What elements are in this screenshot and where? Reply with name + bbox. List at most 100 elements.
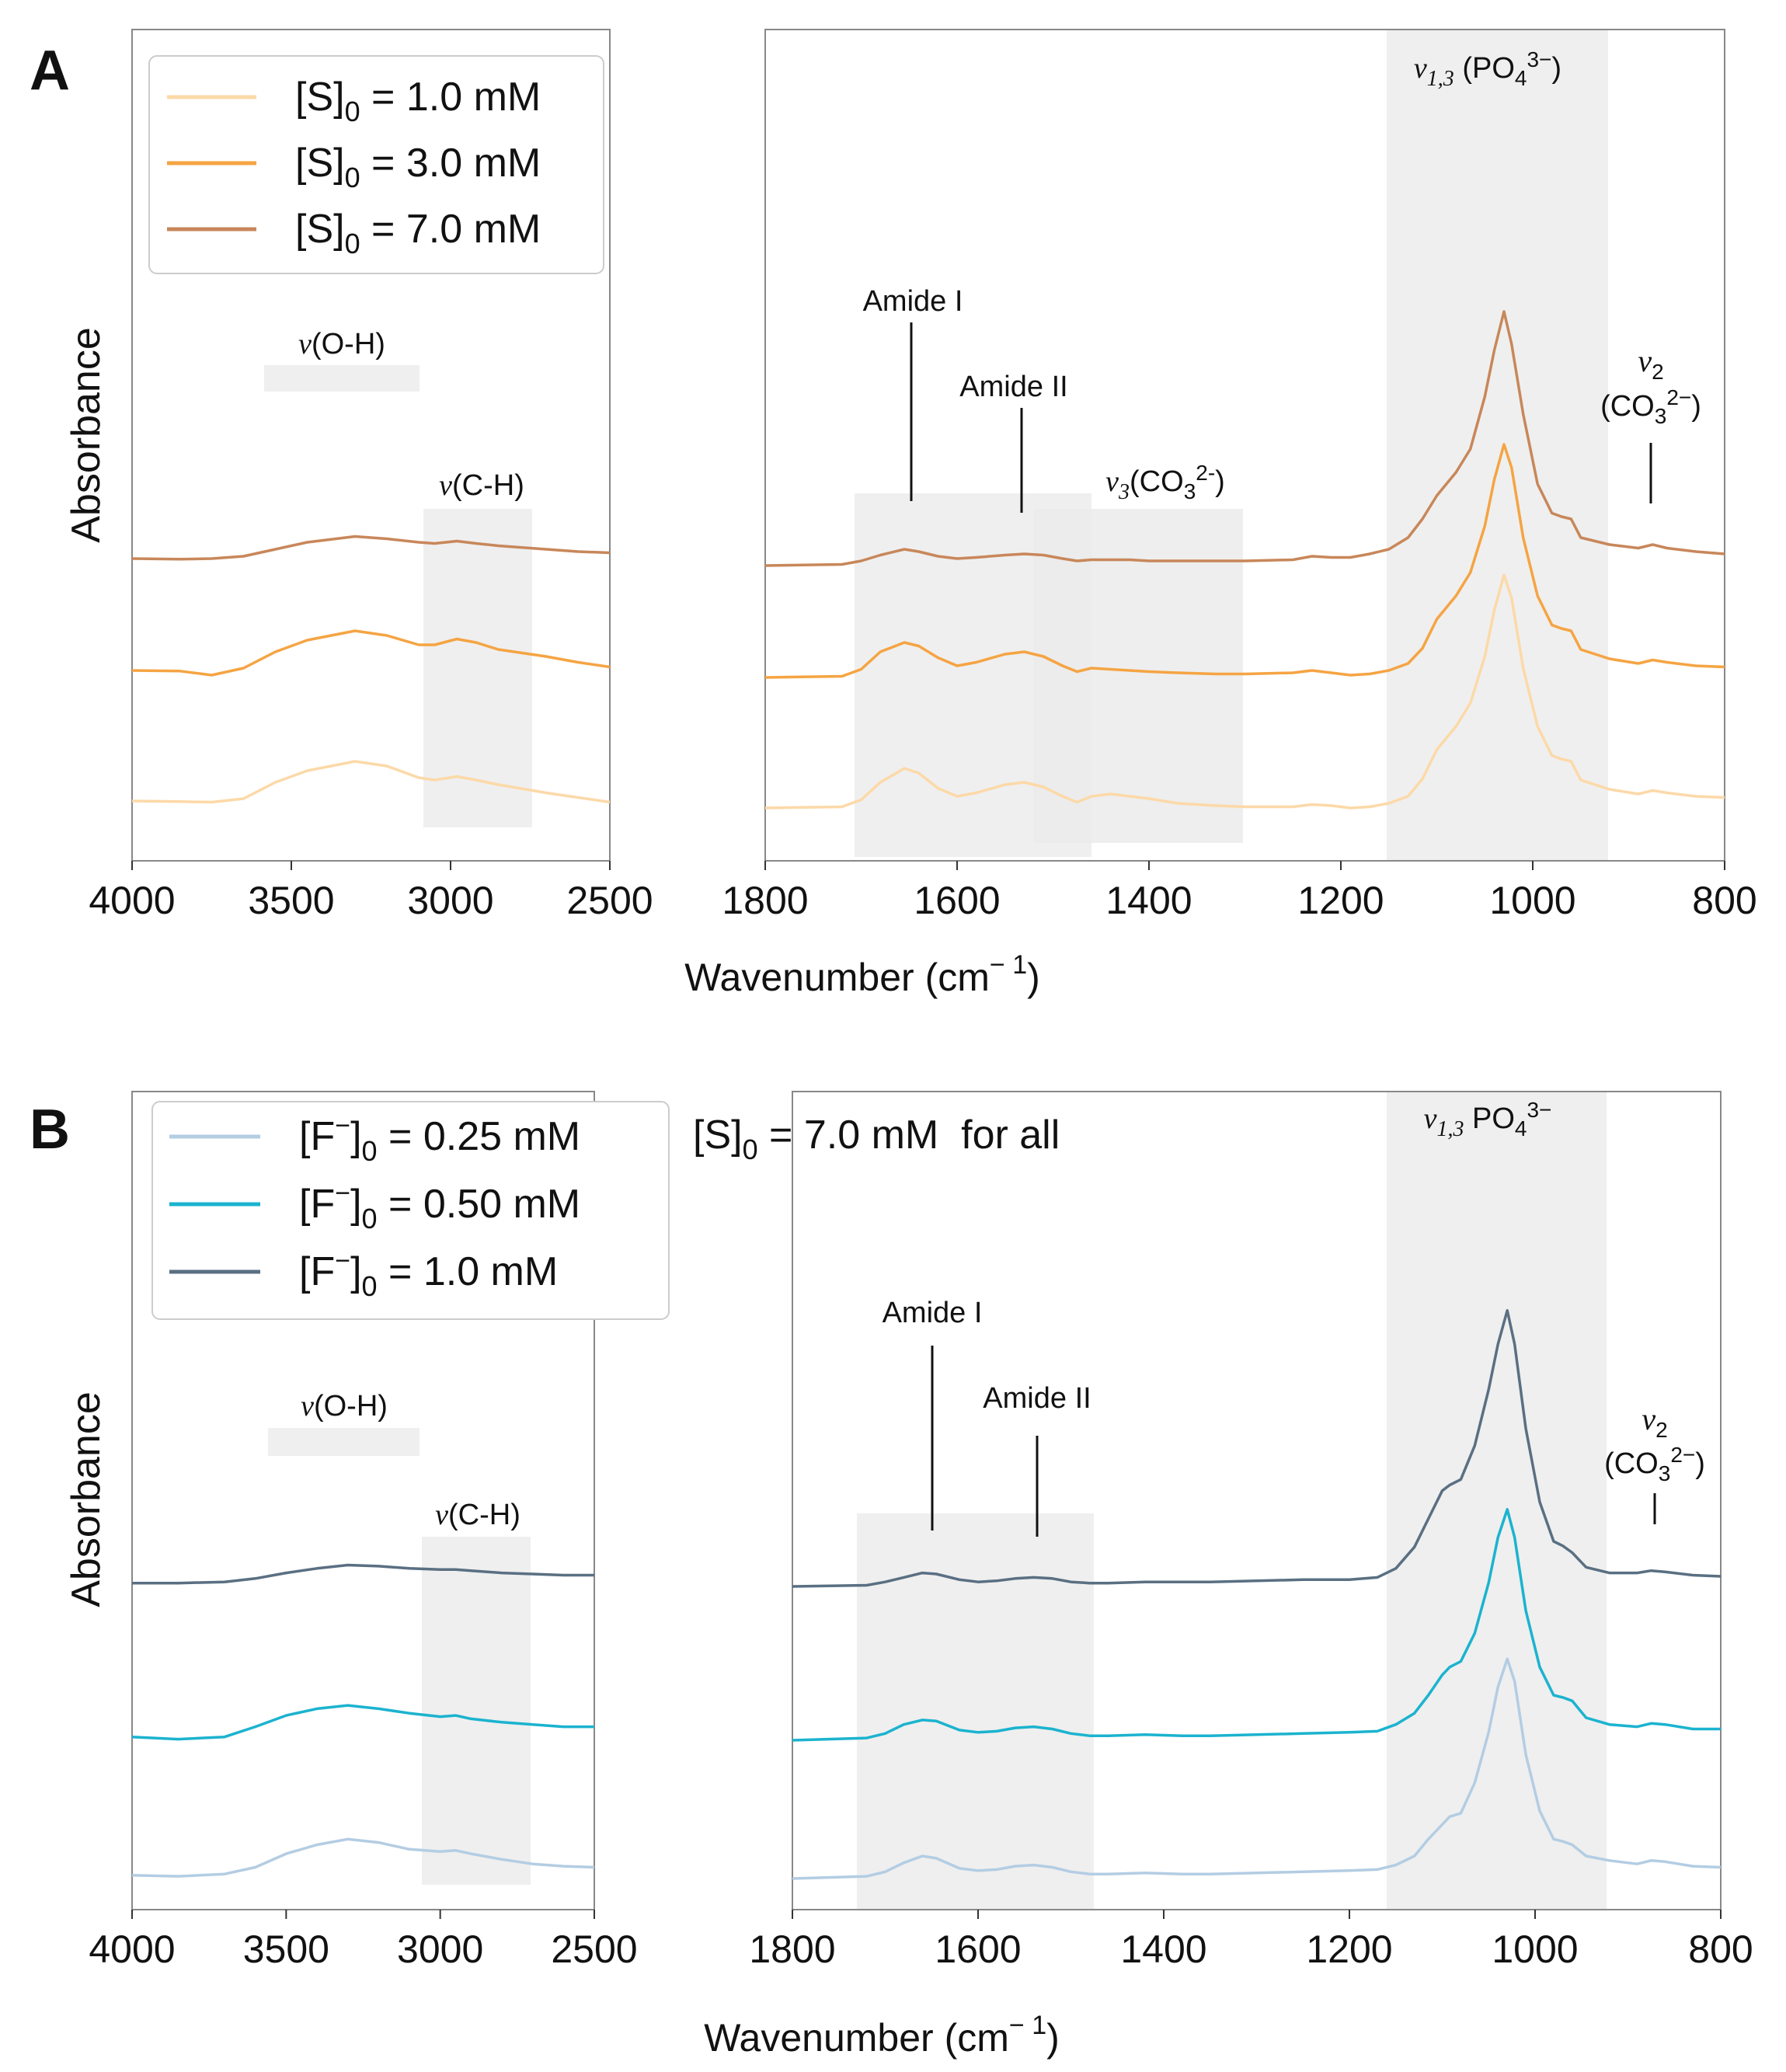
annotation-nu3-a-text: (CO — [1130, 465, 1184, 498]
annotation-nu13-a-po-sup: 3− — [1527, 47, 1551, 71]
axes-right-a — [764, 29, 1725, 862]
legend-b-entry-0: [F−]0 = 0.25 mM — [299, 1111, 580, 1167]
x-axis-label-b: Wavenumber (cm− 1) — [704, 2011, 1060, 2060]
x-axis-label-a-sup: − 1 — [990, 950, 1027, 980]
annotation-nu13-a-close: ) — [1551, 52, 1561, 85]
note-s0-b: [S]0 = 7.0 mM for all — [693, 1113, 1060, 1165]
legend-b-1-mid: ] — [350, 1182, 361, 1227]
series-line-b-1-left — [131, 1704, 594, 1741]
ticks-a: 4000 3500 3000 2500 1800 1600 1400 1200 1000 800 — [89, 861, 1757, 922]
legend-b-1-prefix: [F — [299, 1182, 335, 1227]
annotation-nu2-a-close: ) — [1691, 390, 1701, 423]
series-line-a-0-left — [131, 760, 611, 804]
series-line-b-1-right — [792, 1508, 1721, 1742]
annotation-ch-b: ν(C-H) — [435, 1499, 520, 1531]
x-tick-label-left-a-1: 3500 — [248, 879, 334, 922]
series-line-b-0-right — [792, 1657, 1722, 1880]
annotation-nu2-a-sub: 2 — [1652, 360, 1664, 384]
annotation-oh-b-text: (O-H) — [314, 1390, 388, 1423]
axes-left-a — [131, 29, 611, 862]
legend-b-0-prefix: [F — [299, 1114, 335, 1159]
series-b — [131, 1309, 1722, 1880]
annotation-amide1-a: Amide I — [863, 285, 963, 318]
series-line-b-2-right — [792, 1309, 1722, 1588]
axes-right-b — [792, 1091, 1722, 1910]
legend-a-0-sub: 0 — [345, 96, 360, 127]
x-tick-label-left-a-0: 4000 — [89, 879, 175, 922]
legend-b-2-sup: − — [335, 1246, 350, 1276]
x-tick-label-right-a-3: 1200 — [1297, 879, 1384, 922]
x-tick-label-left-b-3: 2500 — [551, 1927, 637, 1971]
y-axis-label-b: Absorbance — [64, 1391, 109, 1607]
legend-b-entry-2: [F−]0 = 1.0 mM — [299, 1246, 558, 1302]
ticks-b: 4000 3500 3000 2500 1800 1600 1400 1200 1000 800 — [89, 1910, 1753, 1971]
x-tick-label-right-a-1: 1600 — [914, 879, 1000, 922]
annotation-nu2-b-co: (CO32−) — [1604, 1443, 1705, 1485]
annotation-nu2-b-co-sub: 3 — [1659, 1461, 1671, 1485]
annotation-nu13-b-po: PO — [1464, 1102, 1514, 1135]
panel-b: 4000 3500 3000 2500 1800 1600 1400 1200 1000 800 … — [30, 1091, 1753, 2060]
x-tick-label-left-a-3: 2500 — [566, 879, 653, 922]
x-axis-label-a-close: ) — [1027, 956, 1040, 999]
annotation-oh-a: ν(O-H) — [298, 328, 385, 360]
x-tick-label-left-a-2: 3000 — [407, 879, 493, 922]
annotation-nu13-b-sub: 1,3 — [1436, 1117, 1464, 1141]
annotation-nu3-a: ν3(CO32-) — [1105, 461, 1225, 504]
ch-band-b — [422, 1537, 531, 1885]
y-axis-label-a: Absorbance — [64, 327, 109, 543]
annotation-nu2-b: ν2 — [1642, 1402, 1667, 1442]
annotation-nu13-a-po-sub: 4 — [1515, 66, 1527, 90]
legend-a-0-prefix: [S] — [295, 75, 345, 120]
x-tick-label-right-b-4: 1000 — [1492, 1927, 1578, 1971]
x-tick-label-right-b-0: 1800 — [749, 1927, 835, 1971]
x-tick-label-left-b-2: 3000 — [397, 1927, 483, 1971]
annotation-nu13-b: ν1,3 PO43− — [1424, 1098, 1552, 1141]
panel-label-b: B — [30, 1099, 70, 1161]
x-tick-label-right-a-4: 1000 — [1489, 879, 1575, 922]
panel-a: 4000 3500 3000 2500 1800 1600 1400 1200 1000 800 … — [30, 29, 1757, 999]
note-b-prefix: [S] — [693, 1113, 743, 1158]
annotation-nu2-a-co-sub: 3 — [1655, 404, 1667, 428]
annotation-nu2-b-sub: 2 — [1655, 1418, 1668, 1442]
legend-a-2-suffix: = 7.0 mM — [360, 207, 541, 252]
annotation-nu13-b-po-sub: 4 — [1515, 1116, 1527, 1140]
annotation-ch-a-text: (C-H) — [452, 469, 524, 502]
annotation-nu2-a-co-text: (CO — [1600, 390, 1655, 423]
x-tick-label-right-b-2: 1400 — [1120, 1927, 1206, 1971]
oh-band-b — [268, 1428, 420, 1456]
annotation-nu2-a-co: (CO32−) — [1600, 385, 1701, 428]
legend-b-box — [151, 1101, 670, 1320]
legend-b: [F−]0 = 0.25 mM [F−]0 = 0.50 mM [F−]0 = … — [151, 1101, 670, 1320]
annotation-nu13-a: ν1,3 (PO43−) — [1414, 47, 1561, 91]
legend-a-entry-2: [S]0 = 7.0 mM — [295, 207, 541, 259]
legend-a-entry-1: [S]0 = 3.0 mM — [295, 141, 541, 193]
legend-b-1-sub: 0 — [362, 1203, 378, 1234]
axes-left-b — [131, 1091, 595, 1910]
x-tick-label-right-b-5: 800 — [1688, 1927, 1753, 1971]
annotation-oh-a-text: (O-H) — [312, 328, 385, 360]
legend-b-0-mid: ] — [350, 1114, 361, 1159]
legend-a-1-prefix: [S] — [295, 141, 345, 186]
legend-b-0-suffix: = 0.25 mM — [378, 1114, 581, 1159]
annotation-nu2-b-co-text: (CO — [1604, 1447, 1659, 1480]
x-tick-label-right-b-1: 1600 — [935, 1927, 1021, 1971]
note-b-suffix: = 7.0 mM for all — [758, 1113, 1060, 1158]
legend-b-1-sup: − — [335, 1179, 350, 1208]
legend-a-1-sub: 0 — [345, 162, 360, 193]
legend-b-1-suffix: = 0.50 mM — [378, 1182, 581, 1227]
legend-a-entry-0: [S]0 = 1.0 mM — [295, 75, 541, 127]
annotation-nu3-a-close: ) — [1215, 465, 1225, 498]
carbonate-band-a — [1033, 509, 1243, 843]
x-tick-label-right-a-5: 800 — [1692, 879, 1756, 922]
legend-b-2-prefix: [F — [299, 1249, 335, 1294]
series-a — [131, 310, 1725, 810]
x-tick-label-left-b-0: 4000 — [89, 1927, 175, 1971]
phosphate-band-b — [1387, 1092, 1607, 1910]
legend-b-2-sub: 0 — [362, 1270, 378, 1302]
annotation-nu13-a-sub: 1,3 — [1427, 67, 1454, 91]
panel-label-a: A — [30, 40, 70, 102]
x-tick-label-left-b-1: 3500 — [243, 1927, 329, 1971]
x-axis-label-b-sup: − 1 — [1009, 2011, 1046, 2040]
annotation-nu2-b-co-sup: 2− — [1670, 1443, 1695, 1467]
